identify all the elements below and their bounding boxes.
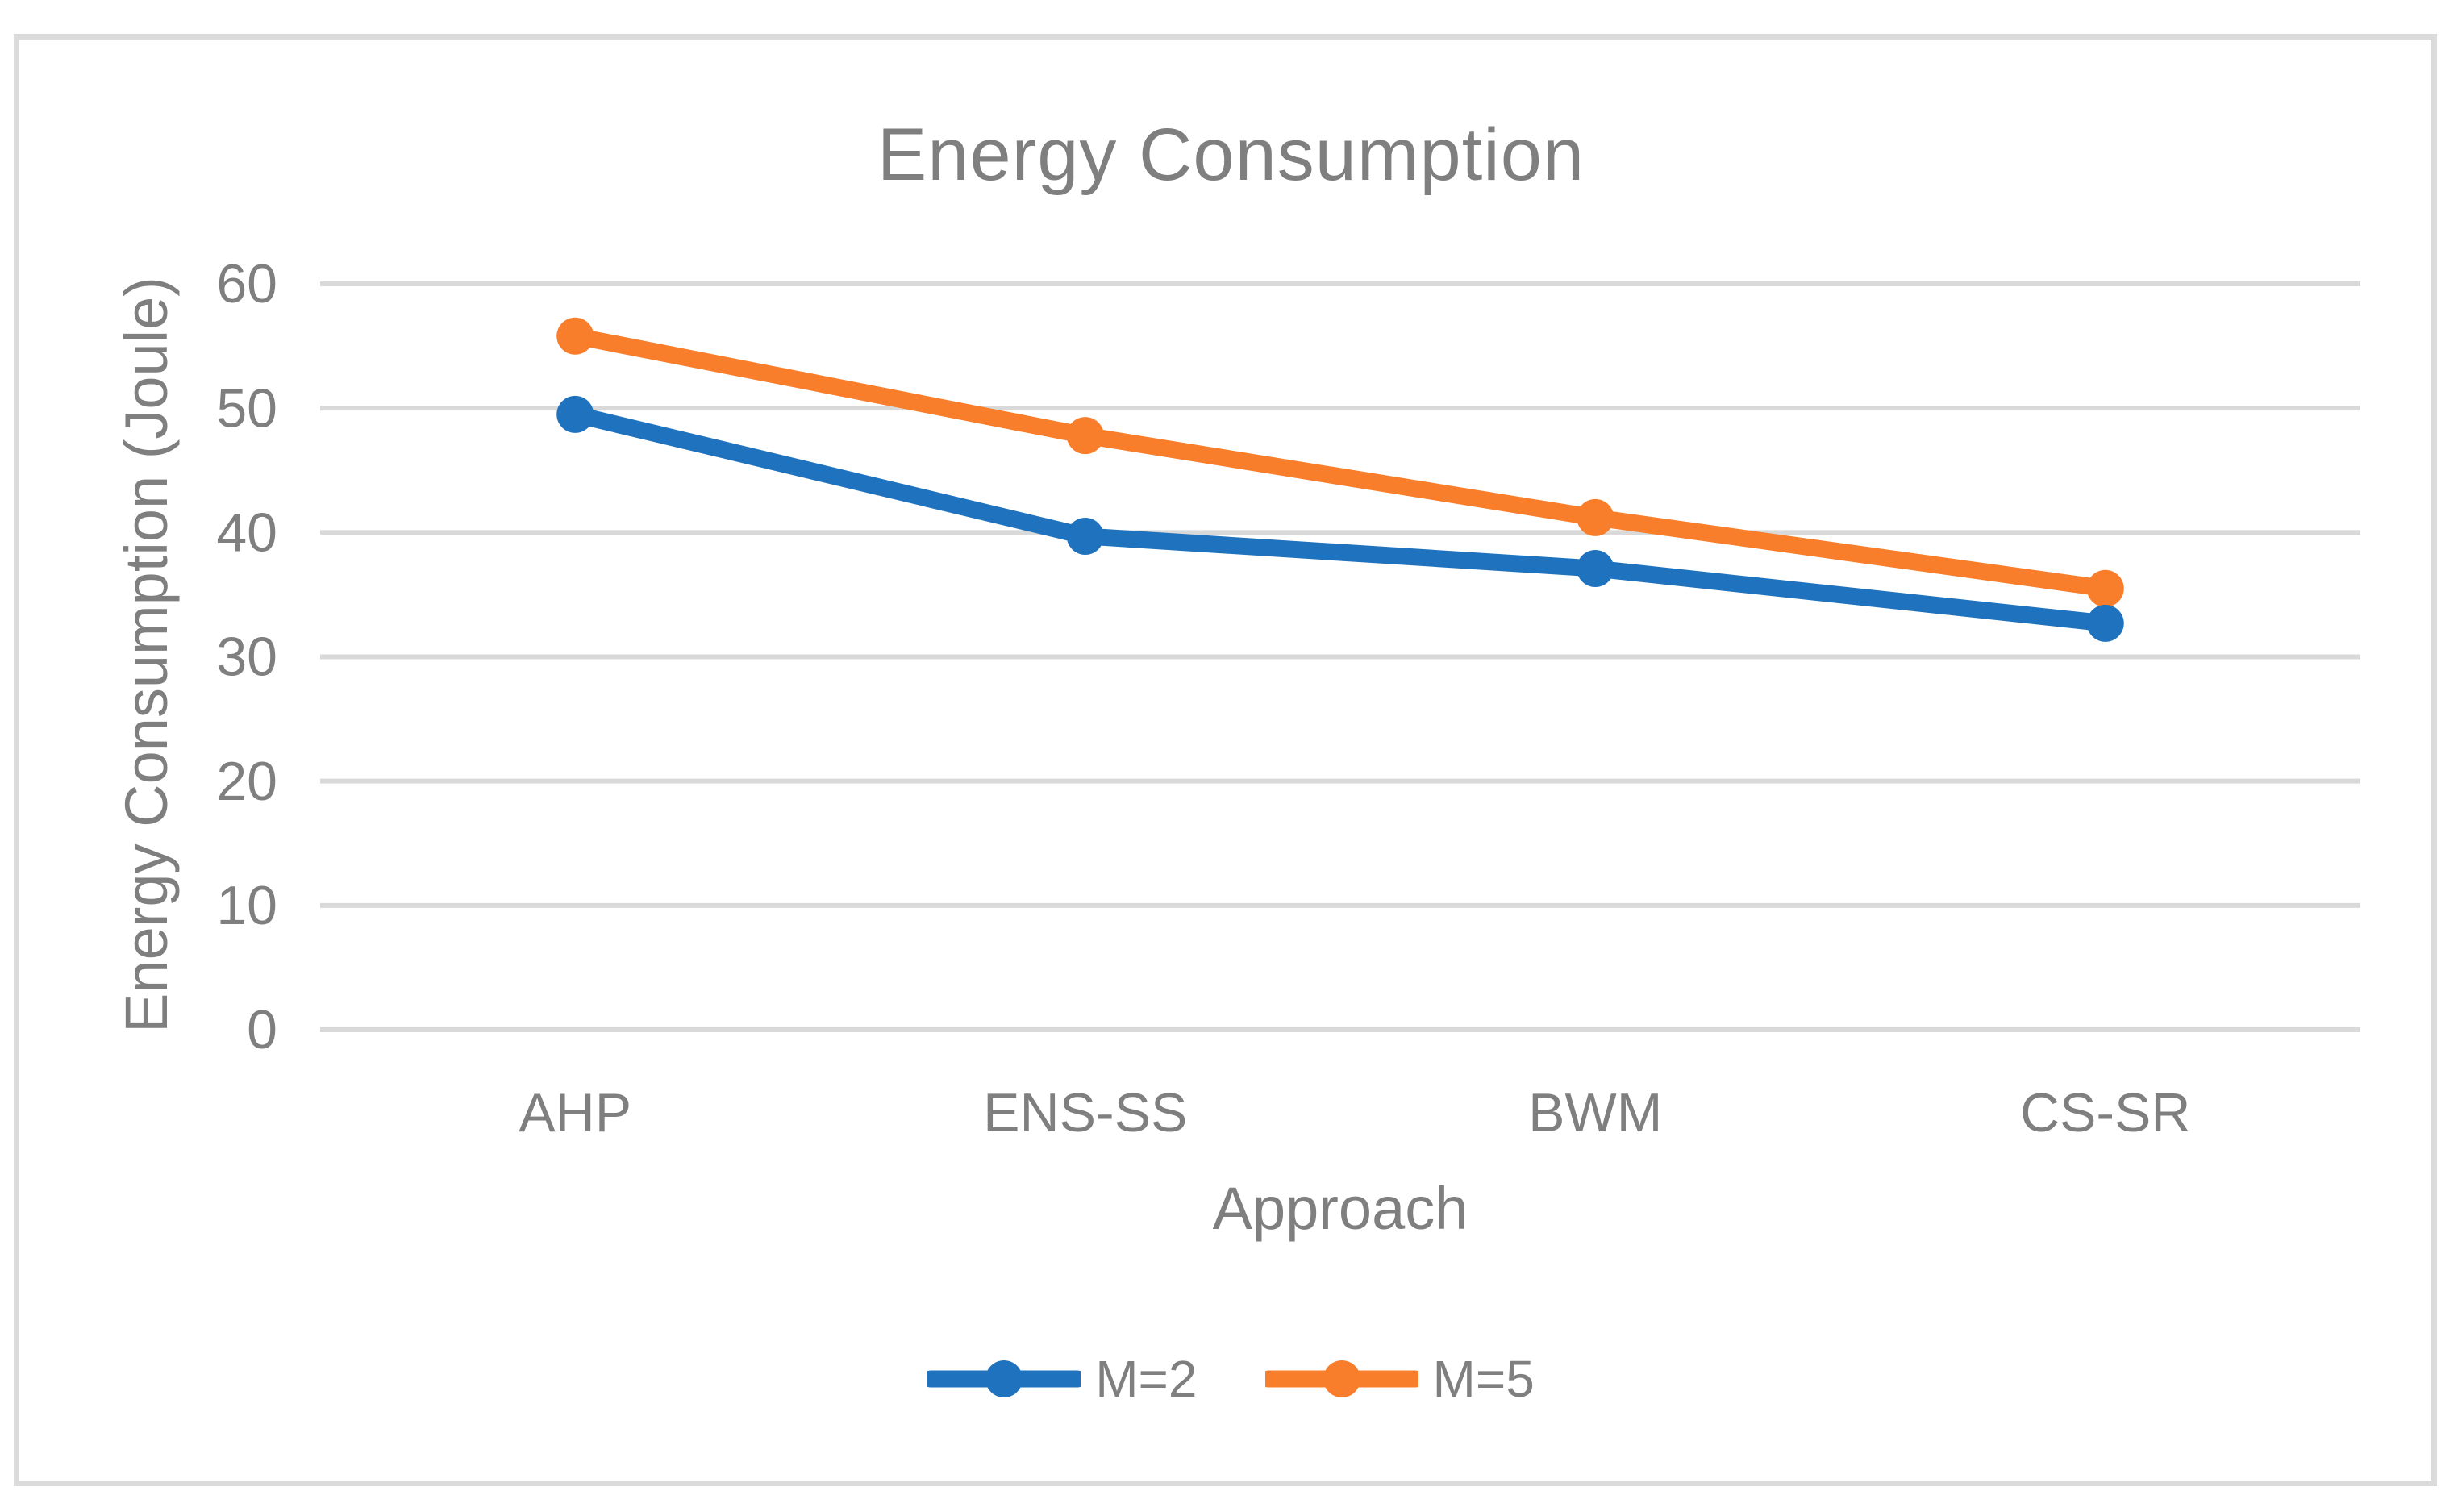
chart-title: Energy Consumption	[877, 114, 1585, 196]
legend-marker-M=5	[1323, 1360, 1360, 1397]
legend: M=2 M=5	[0, 1353, 2462, 1405]
data-point-M=5-ENS-SS	[1066, 417, 1104, 455]
y-tick-label-40: 40	[216, 502, 277, 563]
data-point-M=5-BWM	[1577, 498, 1614, 536]
chart-frame	[14, 34, 2437, 1486]
legend-label-M=2: M=2	[1095, 1350, 1198, 1408]
y-tick-label-60: 60	[216, 253, 277, 314]
data-point-M=5-CS-SR	[2086, 569, 2124, 607]
y-tick-label-20: 20	[216, 751, 277, 812]
legend-item-M=5: M=5	[1264, 1350, 1535, 1408]
legend-label-M=5: M=5	[1432, 1350, 1535, 1408]
data-point-M=2-BWM	[1577, 550, 1614, 588]
series-line-M=2	[566, 406, 2114, 632]
x-category-label-BWM: BWM	[1528, 1082, 1662, 1143]
legend-swatch-M=5	[1264, 1360, 1418, 1397]
y-tick-label-0: 0	[247, 999, 277, 1060]
data-point-M=5-AHP	[556, 317, 594, 355]
y-axis-title: Energy Consumption (Joule)	[113, 277, 180, 1033]
y-tick-label-10: 10	[216, 875, 277, 936]
x-category-label-AHP: AHP	[519, 1082, 631, 1143]
series-line-M=5	[566, 327, 2114, 598]
data-point-M=2-ENS-SS	[1066, 517, 1104, 555]
data-point-M=2-AHP	[556, 395, 594, 433]
x-category-label-CS-SR: CS-SR	[2020, 1082, 2191, 1143]
data-point-M=2-CS-SR	[2086, 604, 2124, 642]
y-tick-label-30: 30	[216, 627, 277, 688]
x-category-label-ENS-SS: ENS-SS	[983, 1082, 1187, 1143]
y-tick-label-50: 50	[216, 377, 277, 439]
legend-swatch-M=2	[927, 1360, 1081, 1397]
legend-marker-M=2	[985, 1360, 1023, 1397]
legend-item-M=2: M=2	[927, 1350, 1198, 1408]
x-axis-title: Approach	[1212, 1175, 1468, 1242]
